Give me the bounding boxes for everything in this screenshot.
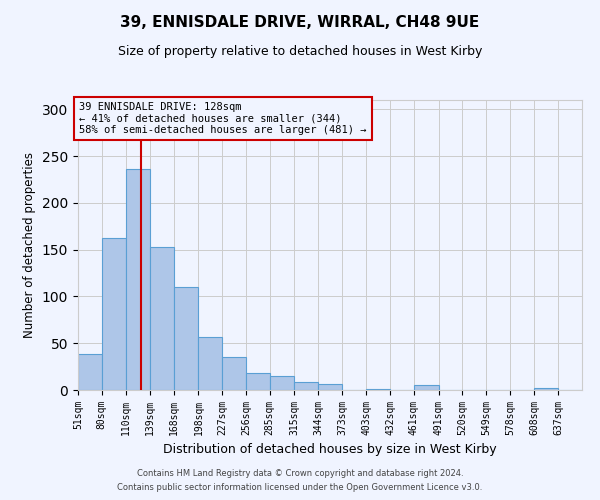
Bar bbox=[199, 336, 222, 390]
Bar bbox=[150, 247, 174, 390]
Text: Size of property relative to detached houses in West Kirby: Size of property relative to detached ho… bbox=[118, 45, 482, 58]
Bar bbox=[222, 358, 246, 390]
Bar bbox=[295, 382, 318, 390]
Text: Contains public sector information licensed under the Open Government Licence v3: Contains public sector information licen… bbox=[118, 484, 482, 492]
Bar bbox=[414, 386, 439, 390]
Bar bbox=[246, 373, 270, 390]
Bar bbox=[78, 354, 102, 390]
Bar bbox=[127, 169, 150, 390]
Y-axis label: Number of detached properties: Number of detached properties bbox=[23, 152, 37, 338]
Bar bbox=[102, 238, 127, 390]
Bar bbox=[535, 388, 558, 390]
Text: 39, ENNISDALE DRIVE, WIRRAL, CH48 9UE: 39, ENNISDALE DRIVE, WIRRAL, CH48 9UE bbox=[121, 15, 479, 30]
X-axis label: Distribution of detached houses by size in West Kirby: Distribution of detached houses by size … bbox=[163, 444, 497, 456]
Bar bbox=[318, 384, 342, 390]
Bar bbox=[174, 287, 199, 390]
Text: 39 ENNISDALE DRIVE: 128sqm
← 41% of detached houses are smaller (344)
58% of sem: 39 ENNISDALE DRIVE: 128sqm ← 41% of deta… bbox=[79, 102, 367, 135]
Text: Contains HM Land Registry data © Crown copyright and database right 2024.: Contains HM Land Registry data © Crown c… bbox=[137, 468, 463, 477]
Bar bbox=[367, 389, 390, 390]
Bar bbox=[270, 376, 295, 390]
